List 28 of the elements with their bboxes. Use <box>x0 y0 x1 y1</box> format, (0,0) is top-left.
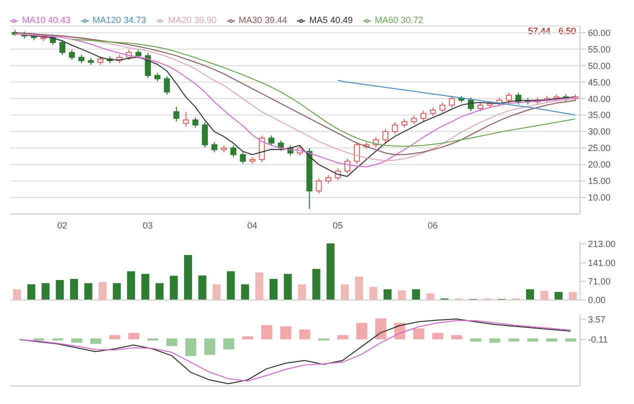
y-tick-label: 40.00 <box>588 94 611 104</box>
y-tick-label: 71.00 <box>588 276 611 286</box>
y-tick-label: 30.00 <box>588 126 611 137</box>
y-tick-label: 60.00 <box>588 28 611 38</box>
legend-label: MA5 40.49 <box>309 15 353 25</box>
y-tick-label: 50.00 <box>588 60 611 71</box>
x-tick-label: 04 <box>247 220 258 230</box>
y-tick-label: 35.00 <box>588 110 611 120</box>
x-tick-label: 02 <box>57 220 68 230</box>
legend-label: MA30 39.44 <box>238 15 288 25</box>
y-tick-label: 45.00 <box>588 77 611 88</box>
y-tick-label: 3.57 <box>588 314 606 324</box>
y-tick-label: 10.00 <box>588 192 611 203</box>
legend-label: MA60 30.72 <box>374 15 424 25</box>
y-tick-label: 141.00 <box>588 258 616 268</box>
legend-label: MA10 40.43 <box>22 15 71 25</box>
y-tick-label: 15.00 <box>588 176 611 186</box>
x-tick-label: 05 <box>332 220 343 230</box>
x-tick-label: 03 <box>142 220 153 230</box>
x-tick-label: 06 <box>428 220 438 230</box>
y-tick-label: -0.11 <box>588 334 608 345</box>
y-tick-label: 20.00 <box>588 160 611 170</box>
y-tick-label: 55.00 <box>588 44 611 54</box>
y-tick-label: 0.00 <box>588 295 606 306</box>
y-tick-label: 213.00 <box>588 239 616 250</box>
legend-label: MA20 39.90 <box>168 15 217 25</box>
legend-label: MA120 34.73 <box>92 15 146 25</box>
y-tick-label: 25.00 <box>588 143 611 154</box>
